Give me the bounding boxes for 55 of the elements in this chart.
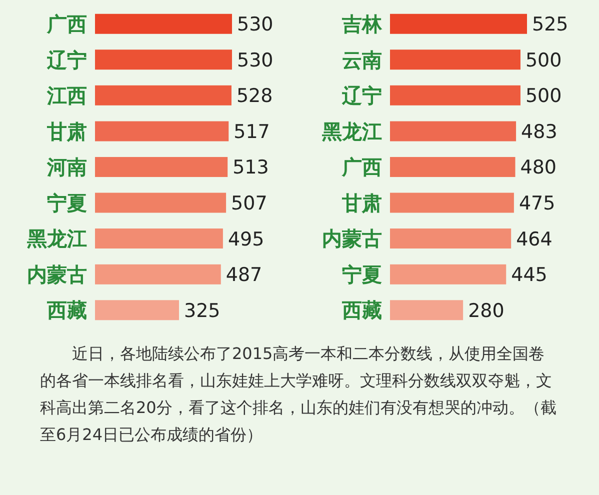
bar <box>95 192 226 213</box>
y-tick-label: 甘肃 <box>341 190 382 215</box>
y-tick-label: 黑龙江 <box>26 226 87 251</box>
y-tick-label: 河南 <box>46 155 87 180</box>
data-label: 500 <box>525 49 562 72</box>
data-label: 445 <box>511 264 548 286</box>
bar <box>95 50 232 70</box>
bar <box>390 192 514 213</box>
bar <box>95 156 228 177</box>
bar <box>95 228 223 249</box>
y-tick-label: 内蒙古 <box>322 226 382 251</box>
bar <box>390 121 516 142</box>
bar <box>390 85 520 106</box>
bar <box>95 85 232 106</box>
text: 近日，各地陆续公布了2015高考一本和二本分数线，从使用全国卷的各省一本线排名看，山东娃娃上大学难呀。文理科分数线双双夺魁，文科高出第二名20分，看了这个排名，山东的娃们有没有想哭的冲动。（截至6月24日已公布成绩的省份） <box>40 343 558 446</box>
data-label: 517 <box>234 120 270 143</box>
bar <box>95 14 232 34</box>
data-label: 500 <box>525 85 562 108</box>
data-label: 525 <box>532 14 568 36</box>
y-tick-label: 宁夏 <box>342 262 382 286</box>
bar <box>390 14 527 34</box>
bar <box>390 50 520 70</box>
data-label: 280 <box>468 300 504 322</box>
bar <box>390 156 516 177</box>
y-tick-label: 辽宁 <box>46 48 87 72</box>
data-label: 487 <box>226 264 262 286</box>
y-tick-label: 甘肃 <box>46 119 87 144</box>
bar <box>390 264 506 284</box>
data-label: 475 <box>518 192 556 215</box>
y-tick-label: 广西 <box>341 155 382 180</box>
data-label: 480 <box>520 156 557 179</box>
y-tick-label: 江西 <box>46 84 87 108</box>
y-tick-label: 内蒙古 <box>27 262 87 286</box>
y-tick-label: 广西 <box>46 12 87 36</box>
y-tick-label: 西藏 <box>46 298 87 322</box>
bar <box>95 264 221 284</box>
bar <box>390 228 512 249</box>
y-tick-label: 宁夏 <box>47 190 87 215</box>
bar <box>95 300 180 320</box>
data-label: 495 <box>228 228 264 250</box>
data-label: 513 <box>232 156 269 179</box>
y-tick-label: 云南 <box>342 48 382 72</box>
bar <box>95 121 229 142</box>
data-label: 325 <box>184 300 220 322</box>
data-label: 530 <box>237 49 274 72</box>
bar <box>390 300 464 320</box>
data-label: 530 <box>237 14 274 36</box>
data-label: 528 <box>236 85 273 108</box>
data-label: 507 <box>231 192 268 215</box>
y-tick-label: 吉林 <box>341 12 383 36</box>
y-tick-label: 黑龙江 <box>321 119 382 144</box>
data-label: 464 <box>516 228 552 250</box>
y-tick-label: 西藏 <box>341 298 382 322</box>
y-tick-label: 辽宁 <box>341 84 382 108</box>
data-label: 483 <box>521 120 558 143</box>
